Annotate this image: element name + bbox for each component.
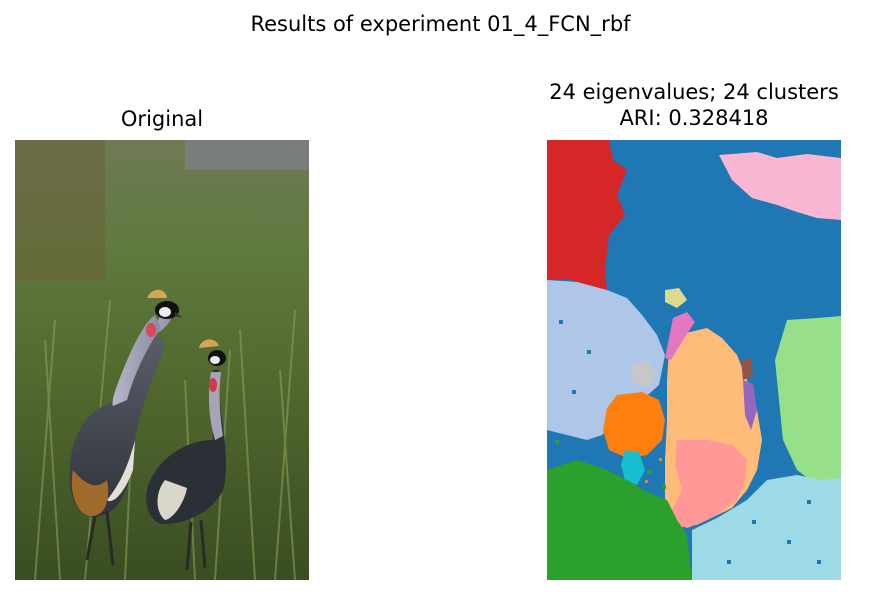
original-image-title: Original bbox=[120, 107, 204, 131]
figure-suptitle: Results of experiment 01_4_FCN_rbf bbox=[250, 12, 631, 36]
cluster-region-brown bbox=[741, 358, 753, 380]
cluster-map-svg bbox=[547, 140, 841, 580]
background-haze bbox=[185, 140, 309, 170]
cluster-region-pink-neck bbox=[665, 312, 695, 360]
cluster-noise-green bbox=[555, 440, 666, 489]
cluster-region-olive bbox=[665, 288, 687, 308]
left-crane bbox=[69, 289, 183, 566]
original-photo bbox=[15, 140, 309, 580]
cluster-region-topright bbox=[719, 152, 841, 220]
clustering-title: 24 eigenvalues; 24 clusters ARI: 0.32841… bbox=[517, 79, 871, 131]
cluster-label-map bbox=[547, 140, 841, 580]
cluster-region-purple bbox=[743, 380, 757, 430]
cluster-region-grey bbox=[631, 360, 657, 388]
cluster-region-orange bbox=[603, 392, 665, 458]
cluster-region-topleft bbox=[547, 140, 627, 290]
cluster-region-wing bbox=[672, 440, 747, 528]
cluster-region-cyan bbox=[621, 450, 645, 485]
original-image bbox=[15, 140, 309, 580]
cluster-noise-blue bbox=[559, 320, 821, 564]
cluster-region-rightmid bbox=[775, 316, 841, 485]
dry-grass-patch bbox=[15, 140, 105, 280]
cluster-region-lightcyan bbox=[692, 475, 841, 580]
right-crane bbox=[146, 339, 227, 571]
clustering-title-line1: 24 eigenvalues; 24 clusters bbox=[549, 80, 839, 104]
cluster-noise-orange bbox=[645, 440, 662, 483]
clustering-title-line2: ARI: 0.328418 bbox=[619, 106, 769, 130]
cluster-region-green bbox=[547, 460, 692, 580]
